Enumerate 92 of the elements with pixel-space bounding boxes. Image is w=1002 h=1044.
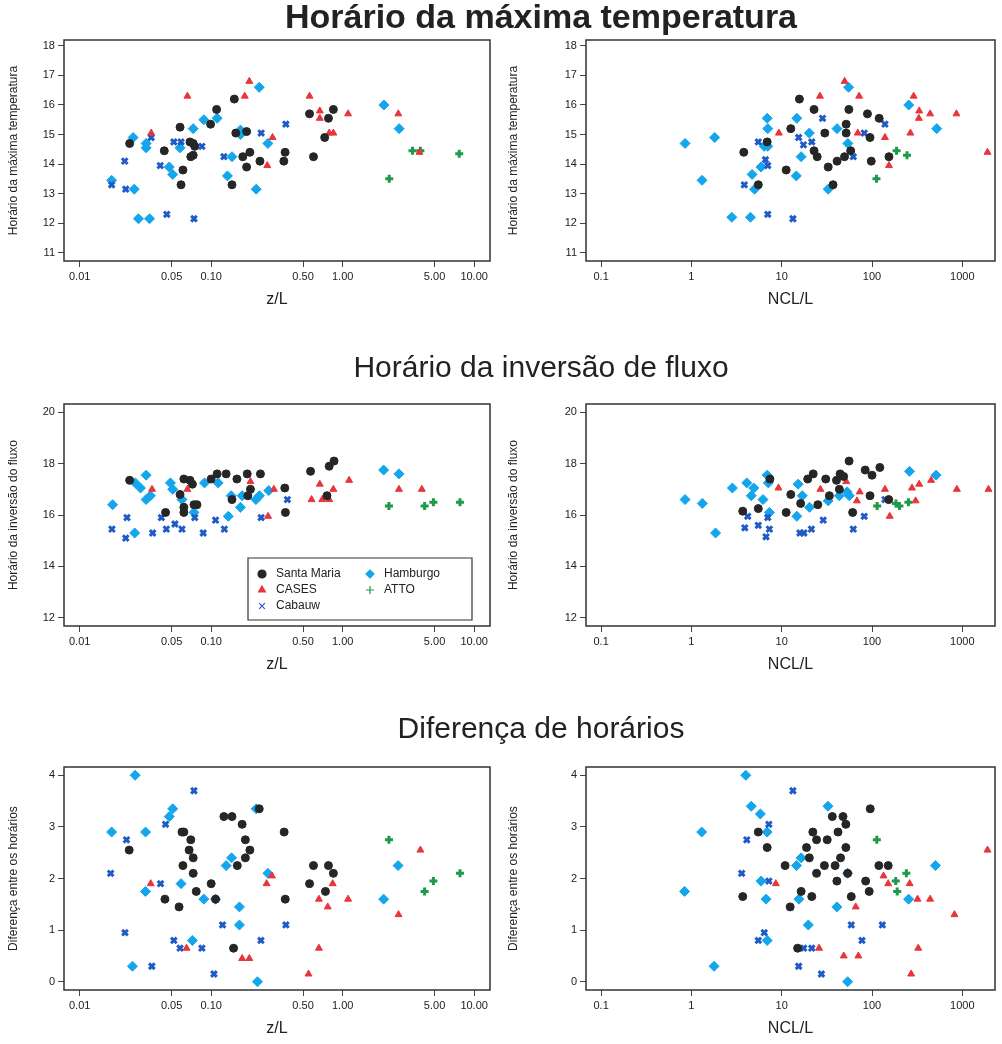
x-tick-label: 0.05: [160, 998, 183, 1011]
y-tick-label: 2: [48, 871, 55, 884]
y-tick-label: 1: [48, 923, 55, 936]
x-tick-label: 1000: [950, 269, 975, 282]
x-tick-label: 0.01: [68, 634, 91, 647]
y-tick-label: 3: [570, 819, 577, 832]
chart-title: Horário da inversão de fluxo: [352, 350, 730, 384]
x-tick-label: 100: [862, 269, 882, 282]
x-tick-label: 1000: [950, 634, 975, 647]
x-tick-label: 0.10: [200, 269, 222, 282]
y-axis-title: Horário da máxima temperatura: [5, 65, 20, 236]
x-tick-label: 1: [688, 998, 695, 1011]
y-tick-label: 15: [42, 127, 55, 140]
y-tick-label: 12: [564, 610, 577, 623]
x-tick-label: 0.50: [292, 634, 314, 647]
y-tick-label: 4: [48, 768, 55, 781]
x-tick-label: 0.50: [292, 269, 314, 282]
x-tick-label: 1.00: [331, 998, 354, 1011]
y-tick-label: 14: [42, 157, 55, 170]
y-tick-label: 0: [570, 974, 577, 987]
x-axis-title: NCL/L: [767, 289, 814, 307]
y-tick-label: 14: [564, 157, 577, 170]
y-tick-label: 18: [42, 456, 55, 469]
x-axis-title: z/L: [266, 289, 288, 307]
x-tick-label: 10.00: [460, 269, 488, 282]
y-axis-title: Horário da inversão do fluxo: [5, 439, 20, 591]
y-tick-label: 11: [565, 245, 577, 258]
y-tick-label: 18: [564, 38, 577, 51]
y-tick-label: 14: [42, 559, 55, 572]
x-tick-label: 5.00: [423, 269, 446, 282]
x-axis-title: NCL/L: [767, 654, 814, 672]
x-tick-label: 0.10: [200, 634, 222, 647]
y-tick-label: 11: [43, 245, 55, 258]
x-tick-label: 0.01: [68, 998, 91, 1011]
y-axis-title: Horário da inversão do fluxo: [505, 439, 520, 591]
legend-label: Hamburgo: [384, 566, 441, 581]
x-tick-label: 10.00: [460, 998, 488, 1011]
y-tick-label: 12: [42, 216, 55, 229]
x-tick-label: 0.05: [160, 269, 183, 282]
y-tick-label: 13: [564, 186, 577, 199]
legend-label: Cabauw: [276, 598, 321, 613]
x-tick-label: 0.1: [593, 634, 609, 647]
x-tick-label: 0.01: [68, 269, 91, 282]
y-axis-title: Diferença entre os horários: [505, 806, 520, 951]
y-tick-label: 0: [48, 974, 55, 987]
y-tick-label: 20: [42, 405, 55, 418]
x-tick-label: 5.00: [423, 634, 446, 647]
x-tick-label: 1: [688, 634, 695, 647]
y-tick-label: 16: [42, 98, 55, 111]
y-tick-label: 16: [42, 508, 55, 521]
y-tick-label: 18: [42, 38, 55, 51]
x-axis-title: NCL/L: [767, 1018, 814, 1036]
y-tick-label: 16: [564, 508, 577, 521]
x-tick-label: 100: [862, 634, 882, 647]
x-tick-label: 0.05: [160, 634, 183, 647]
x-axis-title: z/L: [266, 1018, 288, 1036]
x-tick-label: 0.1: [593, 998, 609, 1011]
y-tick-label: 15: [564, 127, 577, 140]
y-tick-label: 16: [564, 98, 577, 111]
x-tick-label: 10: [775, 634, 788, 647]
chart-title: Horário da máxima temperatura: [283, 0, 799, 36]
y-tick-label: 17: [42, 68, 55, 81]
legend-label: ATTO: [384, 582, 415, 597]
y-tick-label: 17: [564, 68, 577, 81]
y-tick-label: 13: [42, 186, 55, 199]
x-tick-label: 5.00: [423, 998, 446, 1011]
y-tick-label: 12: [42, 610, 55, 623]
x-tick-label: 100: [862, 998, 882, 1011]
x-tick-label: 1: [688, 269, 695, 282]
x-tick-label: 1.00: [331, 634, 354, 647]
y-tick-label: 20: [564, 405, 577, 418]
x-tick-label: 10: [775, 269, 788, 282]
y-tick-label: 4: [570, 768, 577, 781]
y-tick-label: 2: [570, 871, 577, 884]
chart-title: Diferença de horários: [396, 711, 686, 745]
x-tick-label: 0.50: [292, 998, 314, 1011]
y-axis-title: Horário da máxima temperatura: [505, 65, 520, 236]
x-tick-label: 1.00: [331, 269, 354, 282]
y-tick-label: 1: [570, 923, 577, 936]
x-tick-label: 10.00: [460, 634, 488, 647]
y-tick-label: 3: [48, 819, 55, 832]
x-axis-title: z/L: [266, 654, 288, 672]
y-tick-label: 14: [564, 559, 577, 572]
x-tick-label: 0.1: [593, 269, 609, 282]
x-tick-label: 10: [775, 998, 788, 1011]
y-tick-label: 18: [564, 456, 577, 469]
legend-label: CASES: [276, 582, 317, 597]
x-tick-label: 0.10: [200, 998, 222, 1011]
y-tick-label: 12: [564, 216, 577, 229]
y-axis-title: Diferença entre os horários: [5, 806, 20, 951]
legend-label: Santa Maria: [276, 566, 342, 581]
x-tick-label: 1000: [950, 998, 975, 1011]
